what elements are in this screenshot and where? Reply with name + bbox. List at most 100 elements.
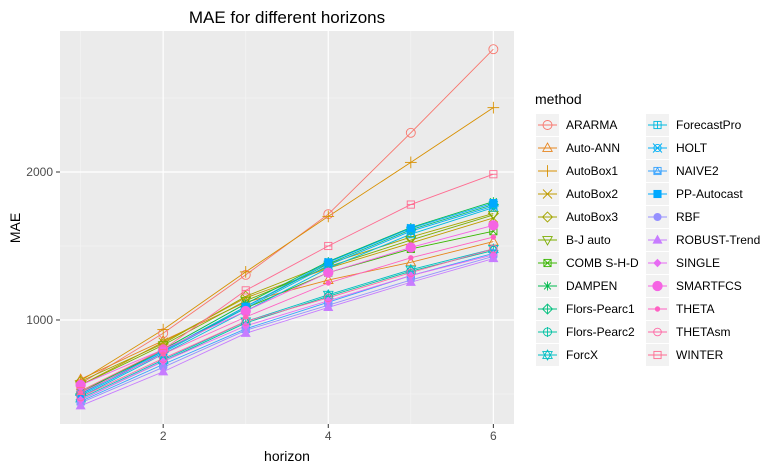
legend-label: HOLT [676, 141, 708, 155]
legend-item: ForcX [536, 344, 598, 366]
legend-item: DAMPEN [536, 275, 617, 297]
series-line-autobox3 [80, 213, 494, 382]
y-axis-title: MAE [7, 213, 23, 243]
series-lines [80, 48, 494, 407]
legend-item: HOLT [646, 137, 708, 159]
data-point-ararma [405, 127, 416, 138]
legend-item: COMB S-H-D [536, 252, 639, 274]
legend-key-marker-icon [653, 166, 662, 176]
x-tick-label: 6 [490, 429, 497, 443]
series-line-auto-ann [80, 241, 494, 380]
data-point-theta [490, 234, 497, 240]
legend-label: AutoBox1 [566, 164, 618, 178]
legend-item: B-J auto [536, 229, 611, 251]
legend-key-marker-icon [652, 280, 663, 292]
data-point-thetasm [76, 392, 85, 402]
legend-label: SINGLE [676, 256, 720, 270]
x-tick-label: 4 [325, 429, 332, 443]
legend-key-marker-icon [542, 327, 553, 337]
legend-label: SMARTFCS [676, 279, 742, 293]
legend-label: DAMPEN [566, 279, 617, 293]
legend-item: ARARMA [536, 114, 617, 136]
legend-label: ForecastPro [676, 118, 742, 132]
legend-item: ForecastPro [646, 114, 742, 136]
data-point-single [324, 296, 333, 305]
data-point-pp-autocast [406, 224, 415, 233]
series-line-thetasm [80, 248, 494, 398]
legend-item: Flors-Pearc1 [536, 298, 635, 320]
data-point-autobox1 [322, 210, 335, 223]
legend-label: NAIVE2 [676, 164, 719, 178]
legend-item: AutoBox2 [536, 183, 618, 205]
data-point-robust-trend [75, 400, 86, 410]
y-tick-label: 2000 [26, 165, 53, 179]
data-point-winter [76, 386, 85, 396]
data-point-theta [160, 351, 166, 357]
data-point-auto-ann [405, 256, 417, 267]
legend-item: Auto-ANN [536, 137, 620, 159]
series-line-b-j-auto [80, 214, 494, 386]
data-point-pp-autocast [489, 199, 498, 208]
legend-item: WINTER [646, 344, 724, 366]
legend-key-marker-icon [543, 258, 552, 268]
data-point-robust-trend [323, 301, 334, 312]
data-point-winter [241, 286, 250, 295]
legend-item: SINGLE [646, 252, 720, 274]
legend-key-marker-icon [653, 120, 662, 130]
legend-key-marker-icon [542, 236, 553, 246]
data-point-single [158, 357, 168, 366]
legend-label: PP-Autocast [676, 187, 743, 201]
legend-item: ROBUST-Trend [646, 229, 760, 251]
x-axis: 2 4 6 [160, 424, 497, 443]
legend-item: AutoBox1 [536, 160, 618, 182]
legend-label: ROBUST-Trend [676, 233, 760, 247]
series-line-rbf [80, 255, 494, 404]
legend-label: AutoBox2 [566, 187, 618, 201]
data-point-winter [406, 200, 415, 209]
legend-item: SMARTFCS [646, 275, 742, 297]
data-point-smartfcs [488, 220, 499, 231]
series-points [74, 44, 500, 410]
data-point-autobox1 [404, 156, 417, 169]
data-point-robust-trend [158, 366, 169, 376]
data-point-thetasm [323, 293, 333, 303]
legend: method ARARMA Auto-ANN AutoBox1 AutoBox2 Aut… [535, 91, 760, 366]
legend-item: NAIVE2 [646, 160, 719, 182]
data-point-smartfcs [323, 267, 334, 278]
legend-key-marker-icon [542, 120, 553, 130]
legend-item: PP-Autocast [646, 183, 743, 205]
legend-key-marker-icon [542, 142, 553, 152]
x-axis-title: horizon [264, 448, 310, 464]
series-line-autobox1 [80, 107, 494, 382]
series-line-winter [80, 173, 494, 392]
y-axis: 1000 2000 [26, 165, 60, 327]
data-point-autobox1 [239, 266, 252, 278]
data-point-smartfcs [405, 242, 416, 253]
legend-item: THETA [646, 298, 714, 320]
series-line-forecastpro [80, 207, 494, 398]
legend-title: method [535, 91, 582, 107]
series-line-single [80, 254, 494, 401]
data-point-theta [408, 255, 414, 261]
series-line-forcx [80, 248, 494, 399]
legend-key-marker-icon [541, 165, 554, 177]
legend-label: B-J auto [566, 233, 611, 247]
data-point-single [406, 271, 416, 280]
legend-item: Flors-Pearc2 [536, 321, 635, 343]
chart-title: MAE for different horizons [189, 8, 385, 27]
series-line-theta [80, 236, 494, 393]
legend-label: WINTER [676, 348, 724, 362]
series-line-pp-autocast [80, 202, 494, 395]
legend-key-marker-icon [543, 281, 552, 291]
data-point-pp-autocast [324, 258, 333, 267]
legend-label: ARARMA [566, 118, 617, 132]
data-point-ararma [488, 44, 499, 55]
legend-item: THETAsm [646, 321, 730, 343]
legend-label: AutoBox3 [566, 210, 618, 224]
legend-label: THETA [676, 302, 714, 316]
data-point-robust-trend [240, 327, 251, 337]
legend-label: ForcX [566, 348, 598, 362]
legend-key-marker-icon [542, 189, 553, 199]
data-point-winter [159, 345, 168, 354]
